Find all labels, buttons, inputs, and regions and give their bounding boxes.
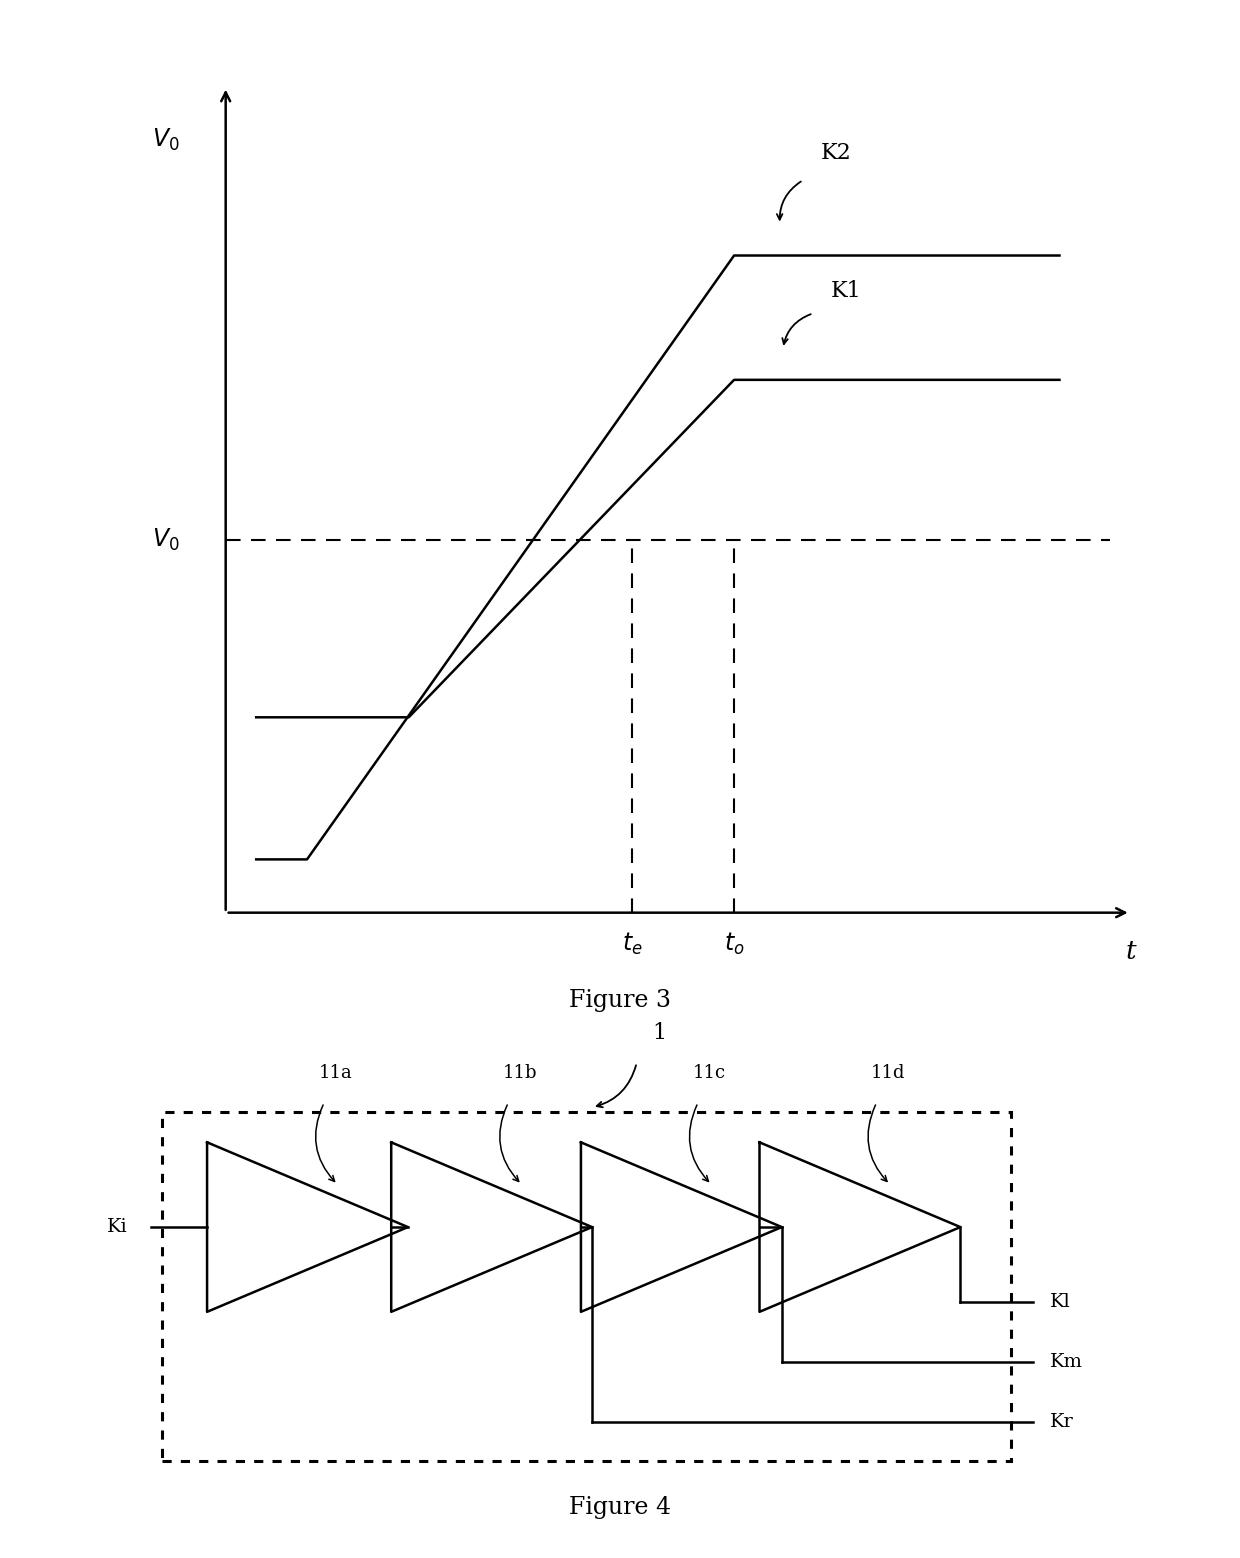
Text: 11d: 11d bbox=[870, 1064, 905, 1083]
Text: Kl: Kl bbox=[1049, 1293, 1070, 1310]
Text: Figure 4: Figure 4 bbox=[569, 1496, 671, 1519]
Text: Kr: Kr bbox=[1049, 1413, 1074, 1430]
Text: K1: K1 bbox=[831, 280, 862, 302]
Text: $t_o$: $t_o$ bbox=[724, 930, 744, 957]
Text: 11c: 11c bbox=[693, 1064, 725, 1083]
Text: Km: Km bbox=[1049, 1352, 1083, 1371]
Text: 1: 1 bbox=[652, 1022, 666, 1044]
Text: $t_e$: $t_e$ bbox=[622, 930, 642, 957]
Bar bbox=[162, 1112, 1011, 1461]
Text: $V_0$: $V_0$ bbox=[153, 527, 180, 553]
Text: $V_0$: $V_0$ bbox=[153, 126, 180, 153]
Text: Ki: Ki bbox=[107, 1218, 128, 1235]
Text: 11a: 11a bbox=[319, 1064, 352, 1083]
Text: K2: K2 bbox=[821, 142, 851, 165]
Text: 11b: 11b bbox=[502, 1064, 537, 1083]
Text: Figure 3: Figure 3 bbox=[569, 989, 671, 1013]
Text: t: t bbox=[1125, 939, 1136, 964]
